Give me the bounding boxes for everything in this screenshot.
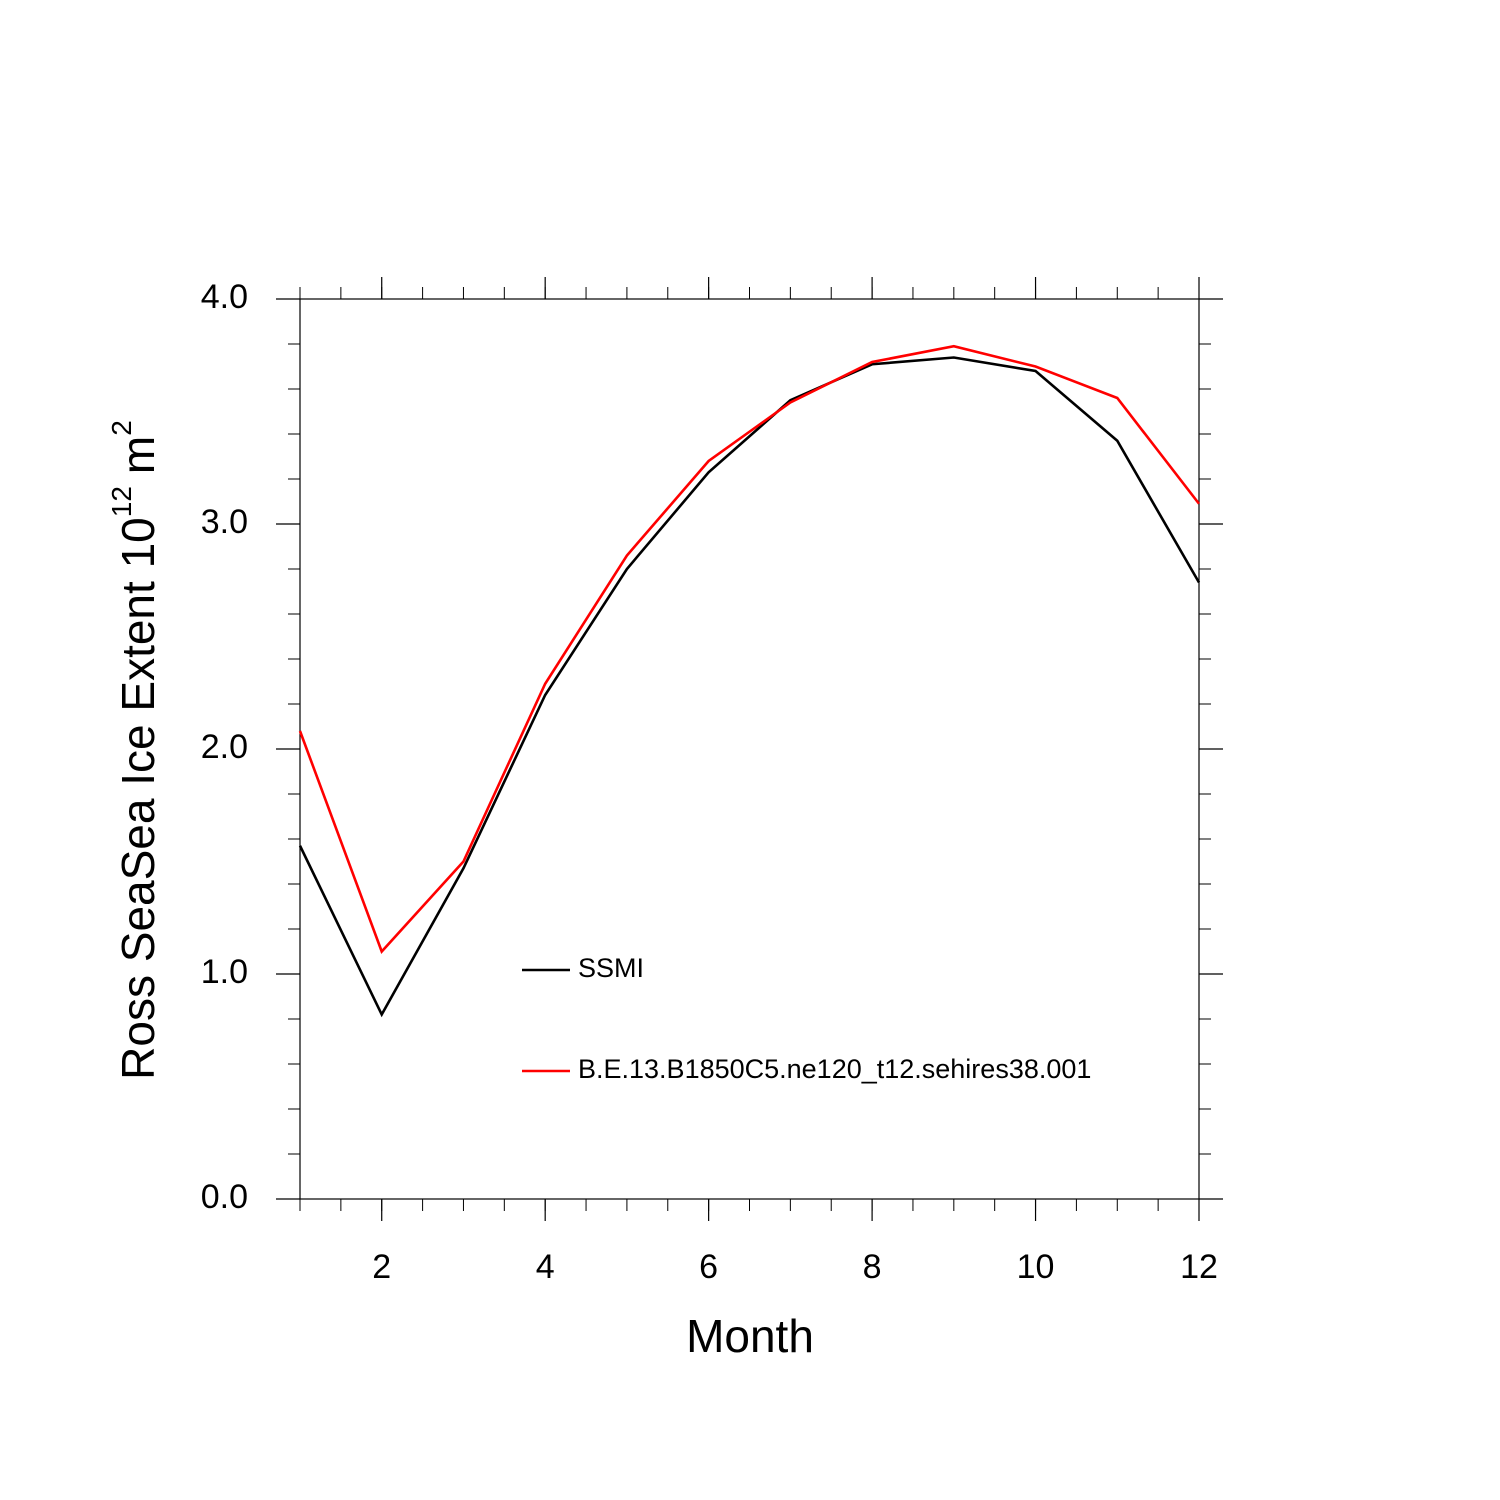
x-tick-label: 6 <box>699 1248 718 1286</box>
y-tick-label: 2.0 <box>201 728 248 766</box>
legend-label: SSMI <box>578 953 644 983</box>
y-tick-label: 0.0 <box>201 1178 248 1216</box>
x-axis-title: Month <box>686 1310 814 1362</box>
x-tick-label: 10 <box>1017 1248 1055 1286</box>
y-axis-title: Ross SeaSea Ice Extent 1012 m2 <box>106 420 164 1080</box>
y-tick-label: 1.0 <box>201 953 248 991</box>
y-axis-title-exponent: 12 <box>106 486 137 517</box>
y-tick-label: 3.0 <box>201 503 248 541</box>
data-line <box>298 344 1201 954</box>
x-tick-label: 2 <box>372 1248 391 1286</box>
legend-label: B.E.13.B1850C5.ne120_t12.sehires38.001 <box>578 1054 1091 1084</box>
data-line <box>298 356 1201 1018</box>
x-tick-label: 12 <box>1180 1248 1218 1286</box>
x-tick-label: 8 <box>863 1248 882 1286</box>
y-tick-label: 4.0 <box>201 278 248 316</box>
y-axis-title-unit: m <box>112 436 164 474</box>
y-axis-title-unit-exponent: 2 <box>106 420 137 436</box>
y-axis-title-base: Ross SeaSea Ice Extent 10 <box>112 517 164 1080</box>
x-tick-label: 4 <box>536 1248 555 1286</box>
